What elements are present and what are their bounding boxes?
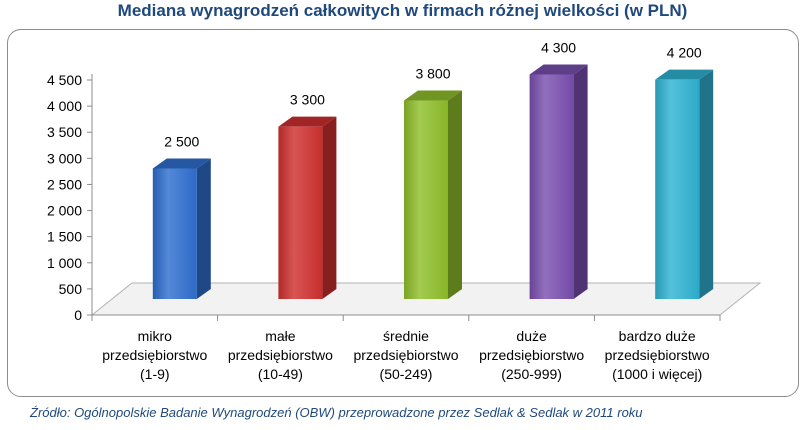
data-label-3: 3 800 (415, 66, 450, 82)
bar-2 (278, 126, 323, 300)
data-label-4: 4 300 (541, 39, 576, 55)
y-tick-label: 500 (59, 281, 83, 297)
x-tick-label-1: mikro (138, 328, 172, 344)
source-note: Źródło: Ogólnopolskie Badanie Wynagrodze… (30, 405, 643, 420)
x-tick-label-5: bardzo duże (619, 328, 696, 344)
bar-top-1 (152, 158, 211, 169)
data-label-2: 3 300 (290, 92, 325, 108)
data-label-1: 2 500 (164, 133, 199, 149)
y-tick-label: 0 (74, 307, 82, 323)
bar-side-4 (573, 64, 588, 299)
y-tick-label: 4 500 (47, 72, 82, 88)
x-tick-label-1: przedsiębiorstwo (102, 347, 207, 363)
x-tick-label-5: (1000 i więcej) (612, 366, 702, 382)
x-tick-label-4: przedsiębiorstwo (479, 347, 584, 363)
y-tick-label: 1 000 (47, 255, 82, 271)
bar-1 (152, 168, 197, 299)
bar-3 (404, 100, 448, 299)
y-tick-label: 4 000 (47, 98, 82, 114)
bar-top-5 (655, 69, 714, 80)
x-tick-label-3: średnie (383, 328, 429, 344)
x-tick-label-4: duże (516, 328, 547, 344)
x-tick-label-1: (1-9) (140, 366, 170, 382)
chart-plot: 0 500 1 000 1 500 2 000 2 500 3 000 3 500 4 000 4… (47, 39, 762, 382)
y-tick-label: 3 000 (47, 150, 82, 166)
x-tick-label-3: przedsiębiorstwo (353, 347, 458, 363)
bar-side-2 (322, 116, 337, 300)
x-tick-label-2: (10-49) (258, 366, 303, 382)
bar-side-1 (196, 158, 211, 299)
x-tick-label-3: (50-249) (380, 366, 433, 382)
x-tick-label-4: (250-999) (501, 366, 562, 382)
bar-top-3 (404, 90, 462, 101)
y-tick-label: 2 000 (47, 203, 82, 219)
bar-5 (655, 79, 700, 300)
x-tick-label-2: przedsiębiorstwo (228, 347, 333, 363)
y-tick-label: 1 500 (47, 229, 82, 245)
y-tick-label: 3 500 (47, 124, 82, 140)
bar-top-4 (529, 64, 588, 75)
data-label-5: 4 200 (667, 45, 702, 61)
bar-top-2 (278, 116, 337, 127)
y-tick-label: 2 500 (47, 176, 82, 192)
bar-4 (529, 74, 574, 299)
x-tick-label-2: małe (265, 328, 296, 344)
chart-title: Mediana wynagrodzeń całkowitych w firmac… (117, 1, 688, 20)
bar-side-3 (448, 90, 462, 299)
x-tick-label-5: przedsiębiorstwo (605, 347, 710, 363)
bar-side-5 (699, 69, 714, 300)
